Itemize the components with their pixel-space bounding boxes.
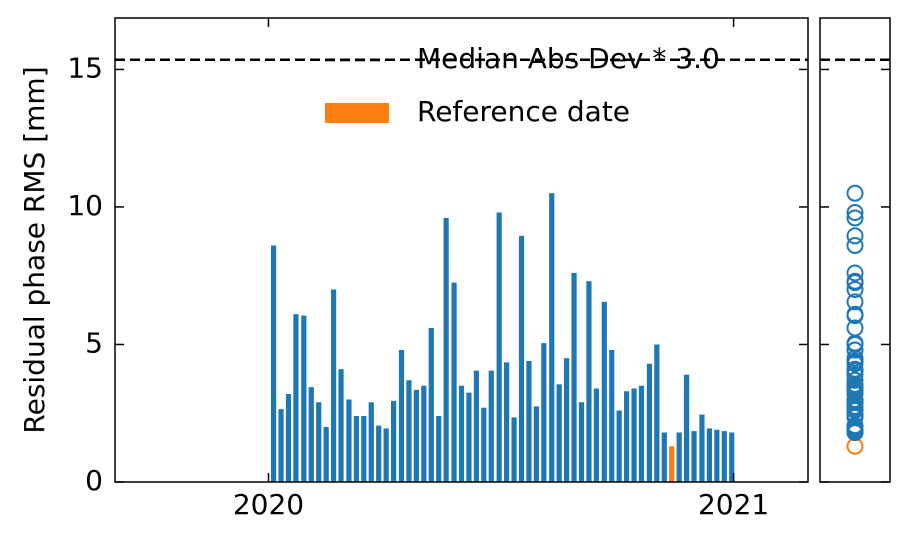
distribution-point xyxy=(846,184,864,202)
bar xyxy=(398,349,405,482)
distribution-point xyxy=(846,227,864,245)
bar xyxy=(308,387,314,482)
bar xyxy=(661,432,667,482)
bar xyxy=(458,385,465,482)
bar xyxy=(504,362,510,482)
bar xyxy=(421,385,427,482)
bar xyxy=(571,272,577,482)
distribution-point xyxy=(846,366,864,384)
distribution-point xyxy=(846,203,864,221)
bar xyxy=(729,432,735,482)
bar xyxy=(578,402,585,482)
bar xyxy=(473,370,479,482)
y-tick-label: 10 xyxy=(67,189,103,222)
bar xyxy=(323,426,329,482)
distribution-point xyxy=(846,393,864,411)
bar xyxy=(556,384,562,482)
bar xyxy=(390,400,397,482)
bar xyxy=(526,360,532,482)
bar xyxy=(721,431,727,482)
bar xyxy=(699,414,705,482)
bar xyxy=(436,415,442,482)
distribution-point xyxy=(846,307,864,325)
bar xyxy=(638,385,645,482)
bar xyxy=(443,217,449,482)
bar xyxy=(278,409,284,482)
bar xyxy=(541,343,547,482)
bar xyxy=(609,349,615,482)
distribution-point xyxy=(846,280,864,298)
bar xyxy=(593,388,599,482)
bar xyxy=(601,301,607,482)
bar xyxy=(285,393,292,482)
side-frame xyxy=(819,17,891,483)
bar xyxy=(624,391,630,482)
bar xyxy=(413,389,419,482)
bar xyxy=(706,428,712,482)
bar xyxy=(616,410,622,482)
distribution-point xyxy=(846,341,864,359)
distribution-point xyxy=(846,264,864,282)
bar xyxy=(466,392,472,482)
y-tick-label: 0 xyxy=(85,464,103,497)
bar xyxy=(564,358,570,482)
bar xyxy=(676,432,682,482)
distribution-point xyxy=(846,293,864,311)
bar xyxy=(338,369,344,482)
bar xyxy=(353,415,359,482)
distribution-point xyxy=(846,355,864,373)
distribution-point xyxy=(846,209,864,227)
bar xyxy=(684,374,690,482)
plot-frame xyxy=(114,17,809,483)
distribution-point xyxy=(846,437,864,455)
bar xyxy=(518,235,525,482)
bar xyxy=(451,282,457,482)
bar xyxy=(428,327,434,482)
distribution-point xyxy=(846,349,864,367)
bar xyxy=(631,388,637,482)
distribution-point xyxy=(846,371,864,389)
bar xyxy=(488,370,494,482)
legend-label: Reference date xyxy=(417,95,630,128)
bar xyxy=(376,425,382,482)
x-tick-label: 2021 xyxy=(698,488,769,521)
distribution-point xyxy=(846,272,864,290)
distribution-point xyxy=(846,401,864,419)
bar xyxy=(301,315,307,482)
distribution-point xyxy=(846,377,864,395)
distribution-point xyxy=(846,335,864,353)
bar xyxy=(549,193,555,483)
legend-label: Median Abs Dev * 3.0 xyxy=(417,42,720,75)
bar xyxy=(533,406,539,482)
legend-swatch xyxy=(325,103,389,123)
bar xyxy=(669,446,675,482)
distribution-point xyxy=(846,423,864,441)
bar xyxy=(361,415,367,482)
bar xyxy=(691,431,697,482)
bar xyxy=(406,380,412,482)
bar xyxy=(293,314,299,482)
x-tick-label: 2020 xyxy=(233,488,304,521)
y-tick-label: 5 xyxy=(85,326,103,359)
y-tick-label: 15 xyxy=(67,51,103,84)
bar xyxy=(481,407,487,482)
bar xyxy=(654,344,660,482)
bar xyxy=(646,363,653,482)
bar xyxy=(383,428,389,482)
bar xyxy=(368,402,374,482)
distribution-point xyxy=(846,236,864,254)
bar xyxy=(496,212,502,483)
bar xyxy=(330,289,337,482)
y-axis-label: Residual phase RMS [mm] xyxy=(18,66,51,433)
bar xyxy=(586,281,592,482)
bar xyxy=(270,245,277,482)
bar xyxy=(316,402,322,482)
bar xyxy=(346,399,352,482)
bar xyxy=(511,417,517,482)
bar xyxy=(714,429,720,482)
